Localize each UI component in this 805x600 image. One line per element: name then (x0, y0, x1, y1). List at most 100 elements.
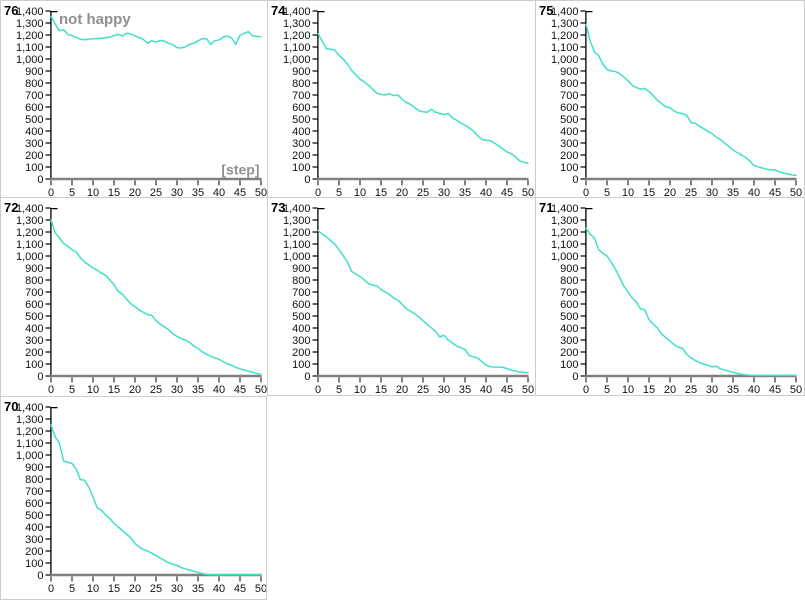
y-tick-label: 1,400 (16, 6, 44, 18)
x-tick-label: 30 (438, 384, 450, 394)
y-tick-label: 900 (25, 462, 43, 474)
y-tick-label: 1,400 (283, 203, 311, 215)
x-tick-label: 10 (87, 583, 99, 593)
chart-cell-76: 76 0 100 200 300 400 500 600 700 800 900 1,000 1,100… (0, 0, 267, 197)
y-tick-label: 300 (25, 534, 43, 546)
y-tick-label: 1,200 (16, 426, 44, 438)
chart-svg: 7001002003004005006007008009001,0001,100… (4, 399, 267, 593)
y-tick-label: 1,100 (16, 438, 44, 450)
x-tick-label: 0 (48, 187, 54, 197)
y-tick-label: 0 (572, 174, 578, 186)
x-tick-label: 15 (108, 187, 120, 197)
chart-id-label: 74 (271, 3, 286, 18)
y-tick-label: 1,000 (551, 54, 579, 66)
chart-id-label: 72 (4, 200, 18, 215)
x-tick-label: 15 (375, 187, 387, 197)
x-tick-label: 30 (706, 187, 718, 197)
y-tick-label: 800 (292, 78, 310, 90)
x-tick-label: 40 (213, 187, 225, 197)
x-tick-label: 10 (622, 187, 634, 197)
y-tick-label: 1,400 (283, 6, 311, 18)
x-tick-label: 30 (706, 384, 718, 394)
y-tick-label: 700 (292, 90, 310, 102)
x-tick-label: 40 (213, 583, 225, 593)
x-tick-label: 35 (192, 583, 204, 593)
y-tick-label: 400 (25, 126, 43, 138)
y-axis-line (50, 406, 58, 575)
x-tick-label: 50 (522, 384, 534, 394)
y-tick-label: 600 (560, 102, 578, 114)
x-tick-label: 30 (171, 384, 183, 394)
y-tick-label: 200 (25, 150, 43, 162)
chart-id-label: 73 (271, 200, 285, 215)
y-tick-label: 500 (560, 311, 578, 323)
x-tick-label: 15 (108, 583, 120, 593)
data-line (317, 229, 529, 374)
y-tick-label: 1,400 (16, 402, 44, 414)
y-tick-label: 700 (560, 90, 578, 102)
x-tick-label: 30 (438, 187, 450, 197)
y-tick-label: 900 (560, 263, 578, 275)
x-tick-label: 15 (643, 384, 655, 394)
y-tick-label: 800 (560, 275, 578, 287)
x-tick-label: 10 (354, 384, 366, 394)
y-tick-label: 1,000 (16, 54, 44, 66)
data-line (50, 219, 262, 376)
y-tick-label: 400 (560, 323, 578, 335)
x-tick-label: 50 (255, 583, 267, 593)
chart-svg: 7101002003004005006007008009001,0001,100… (539, 200, 802, 394)
x-tick-label: 5 (69, 384, 75, 394)
x-tick-label: 20 (129, 583, 141, 593)
y-tick-label: 400 (292, 126, 310, 138)
x-tick-label: 20 (664, 384, 676, 394)
x-tick-label: 45 (501, 384, 513, 394)
chart-id-label: 75 (539, 3, 553, 18)
x-tick-label: 40 (748, 187, 760, 197)
y-tick-label: 1,000 (16, 251, 44, 263)
y-tick-label: 500 (25, 510, 43, 522)
y-tick-label: 0 (304, 371, 310, 383)
y-tick-label: 700 (25, 90, 43, 102)
y-tick-label: 100 (292, 162, 310, 174)
y-tick-label: 800 (25, 474, 43, 486)
y-tick-label: 300 (560, 335, 578, 347)
y-tick-label: 300 (292, 138, 310, 150)
y-tick-label: 1,000 (16, 450, 44, 462)
x-tick-label: 40 (213, 384, 225, 394)
y-tick-label: 1,300 (551, 18, 579, 30)
x-tick-label: 25 (685, 187, 697, 197)
x-tick-label: 50 (255, 384, 267, 394)
x-axis-unit-label: [step] (221, 162, 259, 178)
x-tick-label: 35 (459, 384, 471, 394)
y-tick-label: 800 (25, 275, 43, 287)
chart-svg: 7601002003004005006007008009001,0001,100… (4, 3, 267, 197)
x-tick-label: 5 (604, 384, 610, 394)
x-tick-label: 20 (129, 187, 141, 197)
y-tick-label: 700 (560, 287, 578, 299)
y-tick-label: 900 (292, 66, 310, 78)
chart-cell-73: 73 0 100 200 300 400 500 600 700 800 900 1,000 1,100… (267, 197, 535, 396)
data-line (585, 227, 797, 377)
y-tick-label: 600 (25, 498, 43, 510)
y-tick-label: 100 (560, 359, 578, 371)
chart-cell-72: 72 0 100 200 300 400 500 600 700 800 900 1,000 1,100… (0, 197, 267, 396)
x-tick-label: 20 (396, 384, 408, 394)
y-tick-label: 600 (560, 299, 578, 311)
x-tick-label: 10 (354, 187, 366, 197)
y-tick-label: 1,100 (551, 239, 579, 251)
y-tick-label: 500 (25, 311, 43, 323)
y-tick-label: 0 (37, 371, 43, 383)
y-tick-label: 400 (25, 323, 43, 335)
y-tick-label: 300 (560, 138, 578, 150)
x-tick-label: 25 (150, 187, 162, 197)
y-axis-line (585, 207, 593, 376)
y-tick-label: 200 (560, 347, 578, 359)
y-tick-label: 1,200 (551, 30, 579, 42)
y-tick-label: 1,200 (283, 227, 311, 239)
x-tick-label: 5 (604, 187, 610, 197)
x-tick-label: 15 (643, 187, 655, 197)
x-tick-label: 0 (48, 583, 54, 593)
y-tick-label: 900 (292, 263, 310, 275)
